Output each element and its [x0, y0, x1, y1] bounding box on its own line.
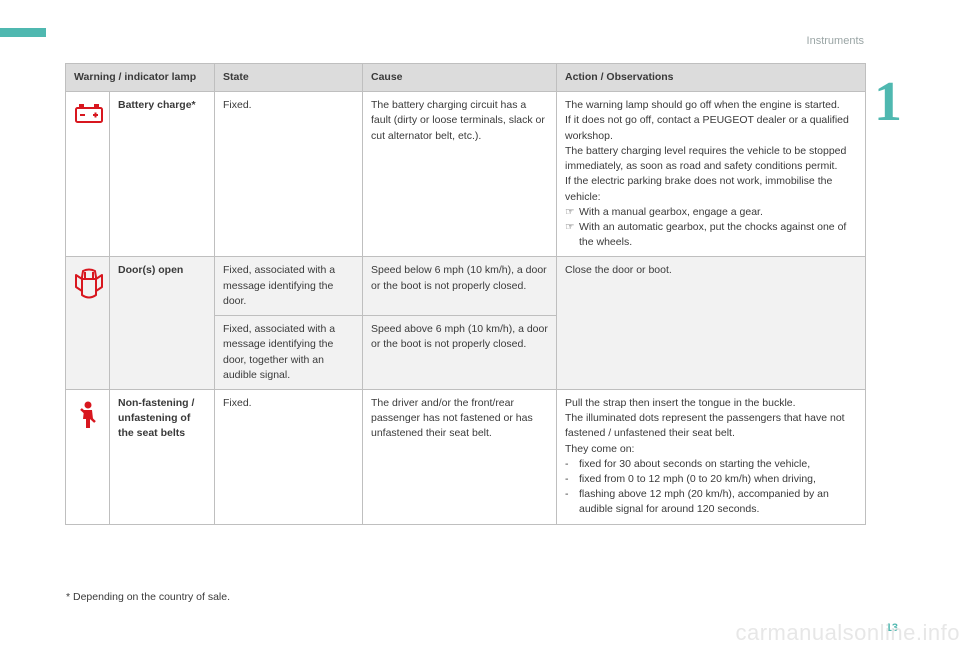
door-action: Close the door or boot. — [557, 257, 866, 390]
table-header-row: Warning / indicator lamp State Cause Act… — [66, 64, 866, 92]
battery-action-b2: With an automatic gearbox, put the chock… — [579, 220, 857, 250]
battery-cause: The battery charging circuit has a fault… — [363, 92, 557, 257]
belt-cause: The driver and/or the front/rear passeng… — [363, 389, 557, 524]
dash-icon: - — [565, 472, 579, 487]
table-row: Non-fastening / unfastening of the seat … — [66, 389, 866, 524]
side-tab — [0, 28, 46, 37]
belt-action-b1: fixed for 30 about seconds on starting t… — [579, 457, 857, 472]
watermark: carmanualsonline.info — [735, 617, 960, 649]
door-icon-cell — [66, 257, 110, 390]
battery-state: Fixed. — [215, 92, 363, 257]
section-label: Instruments — [807, 34, 864, 50]
door-state2: Fixed, associated with a message identif… — [215, 316, 363, 390]
pointer-icon: ☞ — [565, 220, 579, 250]
door-cause2: Speed above 6 mph (10 km/h), a door or t… — [363, 316, 557, 390]
battery-name: Battery charge* — [110, 92, 215, 257]
table-row: Battery charge* Fixed. The battery charg… — [66, 92, 866, 257]
car-door-open-icon — [74, 267, 104, 301]
door-name: Door(s) open — [110, 257, 215, 390]
door-cause1: Speed below 6 mph (10 km/h), a door or t… — [363, 257, 557, 316]
dash-icon: - — [565, 487, 579, 517]
belt-action: Pull the strap then insert the tongue in… — [557, 389, 866, 524]
battery-action-b1: With a manual gearbox, engage a gear. — [579, 205, 857, 220]
seatbelt-icon — [76, 400, 100, 430]
door-state1: Fixed, associated with a message identif… — [215, 257, 363, 316]
battery-action: The warning lamp should go off when the … — [557, 92, 866, 257]
dash-icon: - — [565, 457, 579, 472]
col-cause: Cause — [363, 64, 557, 92]
col-action: Action / Observations — [557, 64, 866, 92]
belt-state: Fixed. — [215, 389, 363, 524]
belt-action-b2: fixed from 0 to 12 mph (0 to 20 km/h) wh… — [579, 472, 857, 487]
belt-name: Non-fastening / unfastening of the seat … — [110, 389, 215, 524]
battery-action-intro: The warning lamp should go off when the … — [565, 98, 857, 205]
belt-action-intro: Pull the strap then insert the tongue in… — [565, 396, 857, 457]
seatbelt-icon-cell — [66, 389, 110, 524]
table-row: Door(s) open Fixed, associated with a me… — [66, 257, 866, 316]
chapter-number: 1 — [866, 62, 910, 122]
belt-action-b3: flashing above 12 mph (20 km/h), accompa… — [579, 487, 857, 517]
footnote: * Depending on the country of sale. — [66, 590, 230, 605]
warning-lamp-table: Warning / indicator lamp State Cause Act… — [65, 63, 866, 525]
battery-icon-cell — [66, 92, 110, 257]
battery-icon — [74, 102, 104, 124]
col-state: State — [215, 64, 363, 92]
pointer-icon: ☞ — [565, 205, 579, 220]
col-lamp: Warning / indicator lamp — [66, 64, 215, 92]
